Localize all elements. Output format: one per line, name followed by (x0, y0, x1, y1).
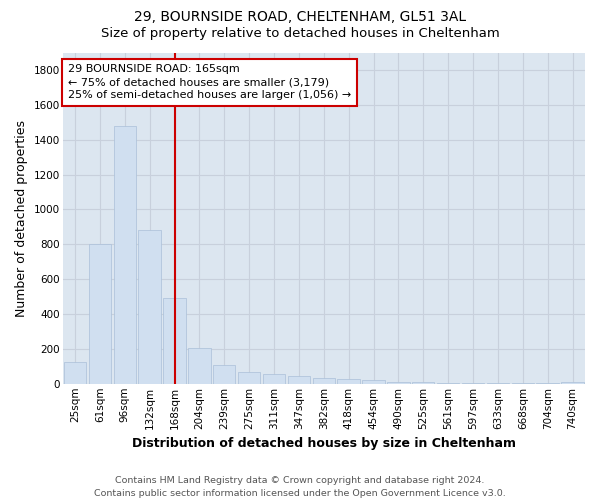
Bar (487, 383, 509, 384)
Bar (89, 244, 111, 384)
Text: 29, BOURNSIDE ROAD, CHELTENHAM, GL51 3AL: 29, BOURNSIDE ROAD, CHELTENHAM, GL51 3AL (134, 10, 466, 24)
Bar (213, 366, 235, 384)
Y-axis label: Number of detached properties: Number of detached properties (15, 120, 28, 316)
Bar (238, 372, 260, 384)
Bar (163, 298, 186, 384)
Text: Contains HM Land Registry data © Crown copyright and database right 2024.
Contai: Contains HM Land Registry data © Crown c… (94, 476, 506, 498)
Bar (562, 382, 584, 384)
X-axis label: Distribution of detached houses by size in Cheltenham: Distribution of detached houses by size … (132, 437, 516, 450)
Bar (113, 126, 136, 384)
Bar (337, 378, 360, 384)
Bar (536, 383, 559, 384)
Bar (64, 362, 86, 384)
Bar (462, 383, 484, 384)
Text: Size of property relative to detached houses in Cheltenham: Size of property relative to detached ho… (101, 28, 499, 40)
Bar (437, 383, 460, 384)
Bar (288, 376, 310, 384)
Bar (263, 374, 285, 384)
Bar (362, 380, 385, 384)
Bar (139, 230, 161, 384)
Bar (387, 382, 410, 384)
Bar (512, 383, 534, 384)
Bar (313, 378, 335, 384)
Text: 29 BOURNSIDE ROAD: 165sqm
← 75% of detached houses are smaller (3,179)
25% of se: 29 BOURNSIDE ROAD: 165sqm ← 75% of detac… (68, 64, 351, 100)
Bar (412, 382, 434, 384)
Bar (188, 348, 211, 384)
